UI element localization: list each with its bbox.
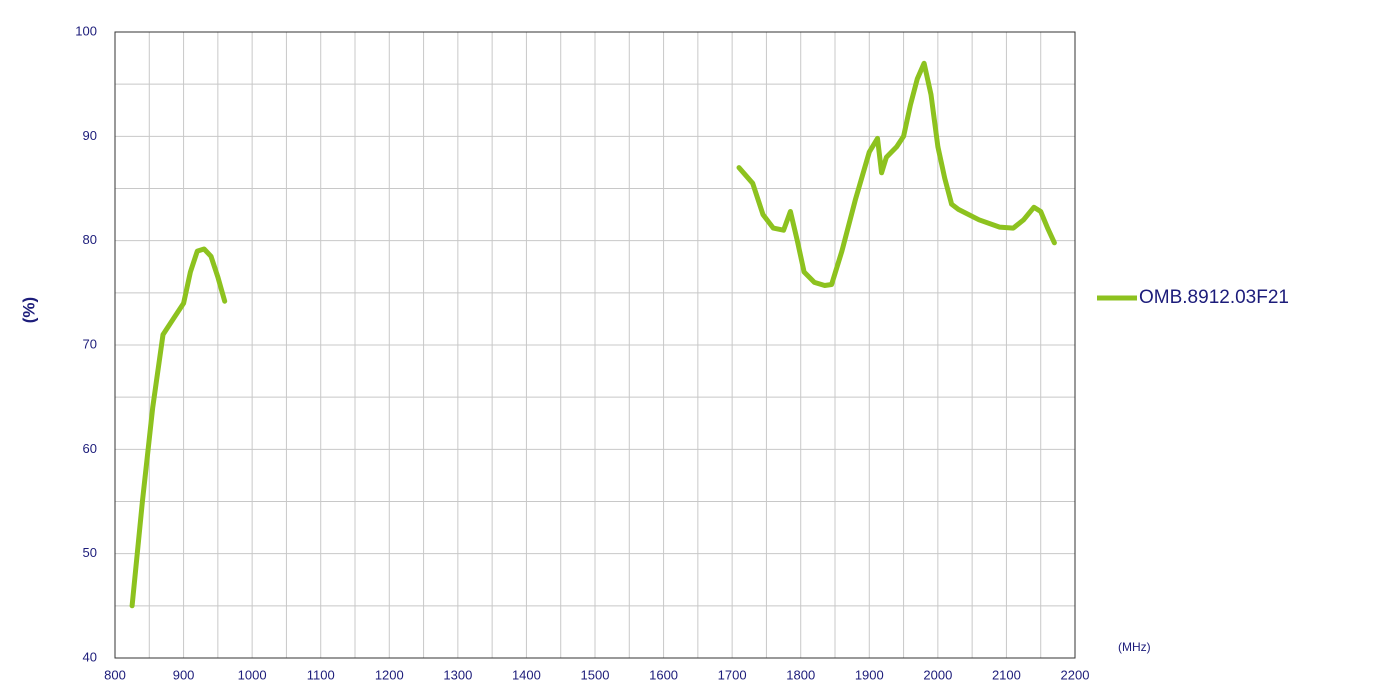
x-tick-label: 2100	[992, 667, 1021, 682]
y-tick-label: 90	[83, 128, 97, 143]
x-tick-label: 1200	[375, 667, 404, 682]
data-line	[129, 60, 1057, 609]
plot-frame	[114, 31, 1076, 659]
x-tick-label: 2000	[923, 667, 952, 682]
y-tick-label: 40	[83, 649, 97, 664]
legend-label: OMB.8912.03F21	[1139, 287, 1289, 308]
x-tick-label: 800	[104, 667, 126, 682]
x-tick-label: 1100	[307, 667, 335, 682]
x-tick-label: 1800	[786, 667, 815, 682]
x-tick-label: 1500	[581, 667, 610, 682]
x-tick-label: 1400	[512, 667, 541, 682]
y-tick-label: 70	[83, 336, 97, 351]
x-tick-label: 1600	[649, 667, 678, 682]
y-tick-label: 100	[75, 23, 97, 38]
y-tick-label: 60	[83, 441, 97, 456]
x-tick-label: 900	[173, 667, 195, 682]
y-tick-label: 50	[83, 545, 97, 560]
y-tick-label: 80	[83, 232, 97, 247]
x-tick-label: 1300	[443, 667, 472, 682]
x-axis-label: (MHz)	[1118, 640, 1151, 654]
x-tick-label: 1000	[238, 667, 267, 682]
x-tick-label: 1700	[718, 667, 747, 682]
x-tick-label: 1900	[855, 667, 884, 682]
x-tick-label: 2200	[1061, 667, 1090, 682]
y-axis-label: (%)	[19, 297, 38, 323]
